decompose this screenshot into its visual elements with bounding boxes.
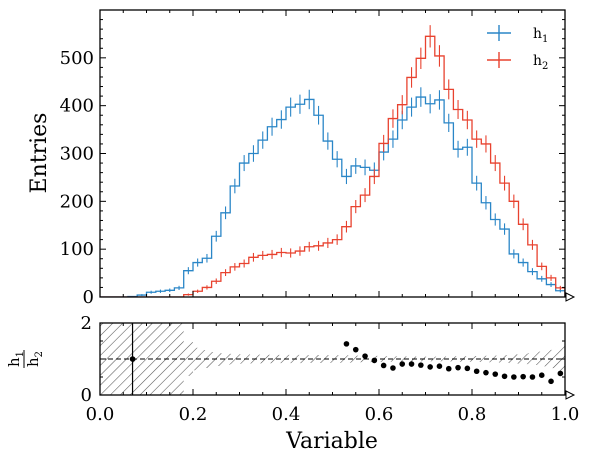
ratio-point [520,373,526,380]
x-overflow-arrow-main [565,292,576,302]
ratio-point [343,341,350,347]
x-axis-title: Variable [285,429,378,454]
ratio-x-tick-label: 0.0 [86,404,115,425]
ratio-x-tick-label: 0.6 [365,404,394,425]
ratio-point [511,374,517,380]
ratio-point [455,364,461,371]
y-axis-title: Entries [27,113,52,194]
main-y-tick-label: 100 [60,239,94,260]
ratio-point [418,362,424,368]
legend-label-h2: h2 [533,53,548,72]
legend-label-h2-main: h [533,53,542,69]
legend-entry-h1: h1 [487,25,548,45]
legend-label-h1: h1 [533,26,548,45]
histogram-series-group [100,25,565,297]
ratio-point [380,362,387,369]
ratio-x-tick-label: 0.4 [272,404,301,425]
ratio-panel: 0.0 0.2 0.4 0.6 0.8 1.002 h1 h2 Variable [5,313,580,454]
ratio-points [129,323,564,395]
legend-entry-h2: h2 [487,52,548,72]
ratio-point [445,365,452,372]
main-y-tick-label: 500 [60,48,94,69]
legend-label-h2-sub: 2 [542,61,548,72]
ratio-y-axis-title: h1 h2 [5,350,45,368]
ratio-point [501,373,508,380]
ratio-point [362,353,368,359]
ratio-point [483,369,489,376]
ratio-point [352,346,359,353]
main-y-tick-label: 300 [60,144,94,165]
legend-label-h1-sub: 1 [542,34,548,45]
legend: h1 h2 [487,25,548,72]
main-y-tick-label: 200 [60,191,94,212]
ratio-denominator-main: h [24,357,42,367]
ratio-point [129,356,136,362]
ratio-denominator-sub: 2 [34,351,45,357]
ratio-point [390,365,396,371]
main-y-tick-label: 400 [60,96,94,117]
x-overflow-arrow-ratio [565,390,576,400]
ratio-x-tick-label: 1.0 [551,404,580,425]
ratio-y-tick-label: 0 [81,385,92,406]
ratio-point [529,374,536,380]
ratio-numerator-main: h [5,357,23,367]
ratio-numerator-sub: 1 [15,351,26,357]
ratio-ticks: 0.0 0.2 0.4 0.6 0.8 1.0 0 2 [81,313,580,425]
ratio-point [436,363,443,370]
ratio-x-tick-label: 0.2 [179,404,208,425]
main-ticks: 0 100 200 300 400 500 [60,10,566,308]
ratio-point [427,364,433,370]
histogram-step-line-h1 [100,96,565,297]
ratio-numerator: h1 [5,351,26,367]
ratio-point [371,357,378,364]
ratio-point [408,361,415,367]
ratio-denominator: h2 [24,351,45,367]
ratio-x-tick-label: 0.8 [458,404,487,425]
ratio-y-tick-label: 2 [81,313,92,334]
ratio-point [557,370,564,377]
ratio-point [464,365,471,372]
ratio-point [548,378,554,385]
ratio-point [399,361,406,367]
ratio-point [492,371,499,377]
main-y-tick-label: 0 [83,287,94,308]
ratio-point [538,372,545,379]
ratio-point [473,368,480,375]
histogram-step-line-h2 [100,35,565,297]
legend-label-h1-main: h [533,26,542,42]
